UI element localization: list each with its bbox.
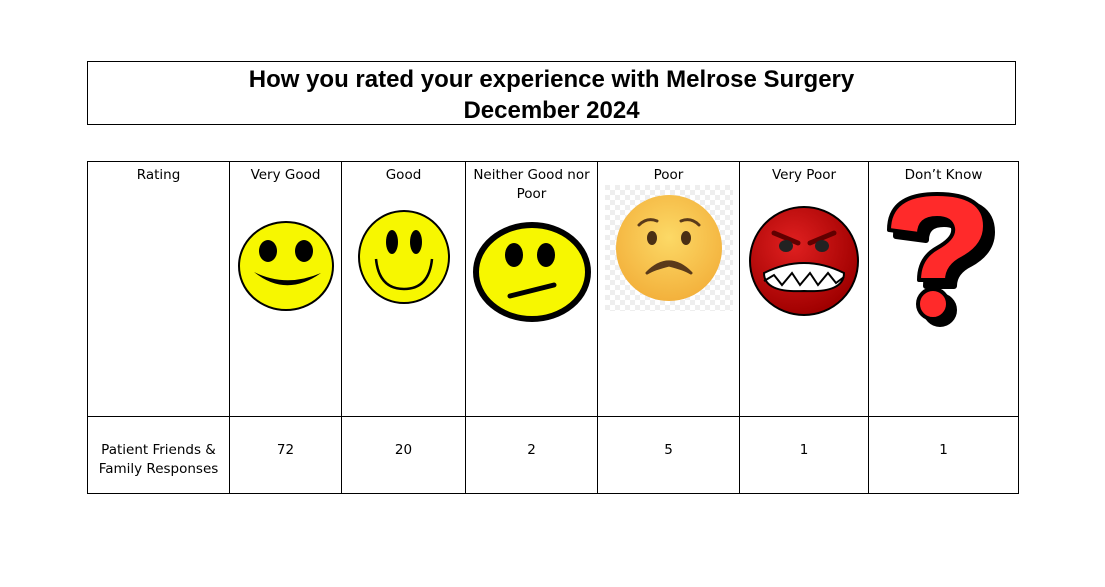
report-title: How you rated your experience with Melro…: [248, 66, 855, 93]
title-box: How you rated your experience with Melro…: [87, 61, 1016, 125]
poor-count: 5: [664, 442, 673, 458]
poor-cell: Poor: [597, 161, 740, 417]
very-poor-count-cell: 1: [739, 416, 869, 494]
worried-face-icon: [605, 185, 733, 311]
good-smiley-icon: [358, 210, 450, 304]
dont-know-count: 1: [939, 442, 948, 458]
poor-label: Poor: [653, 167, 684, 183]
neutral-count: 2: [527, 442, 536, 458]
rating-header-row: Rating Very Good Good: [87, 161, 1019, 417]
very-good-smiley-icon: [238, 221, 334, 311]
dont-know-cell: Don’t Know: [868, 161, 1019, 417]
rating-label: Rating: [136, 167, 181, 183]
very-good-cell: Very Good: [229, 161, 342, 417]
report-period: December 2024: [463, 97, 640, 124]
neutral-count-cell: 2: [465, 416, 598, 494]
responses-row-label: Patient Friends & Family Responses: [98, 442, 219, 477]
good-count-cell: 20: [341, 416, 466, 494]
good-label: Good: [385, 167, 422, 183]
neutral-cell: Neither Good nor Poor: [465, 161, 598, 417]
good-count: 20: [394, 442, 413, 458]
responses-row: Patient Friends & Family Responses 72 20…: [87, 416, 1019, 494]
very-good-label: Very Good: [250, 167, 321, 183]
neutral-label: Neither Good nor Poor: [473, 167, 590, 202]
question-mark-icon: [887, 192, 995, 327]
neutral-face-icon: [473, 222, 591, 322]
dont-know-count-cell: 1: [868, 416, 1019, 494]
poor-count-cell: 5: [597, 416, 740, 494]
very-poor-label: Very Poor: [771, 167, 837, 183]
very-poor-cell: Very Poor: [739, 161, 869, 417]
angry-face-icon: [749, 206, 859, 316]
very-good-count: 72: [276, 442, 295, 458]
very-good-count-cell: 72: [229, 416, 342, 494]
rating-header-cell: Rating: [87, 161, 230, 417]
very-poor-count: 1: [799, 442, 809, 458]
good-cell: Good: [341, 161, 466, 417]
dont-know-label: Don’t Know: [904, 167, 983, 183]
ratings-table: Rating Very Good Good: [87, 161, 1019, 494]
responses-row-header: Patient Friends & Family Responses: [87, 416, 230, 494]
